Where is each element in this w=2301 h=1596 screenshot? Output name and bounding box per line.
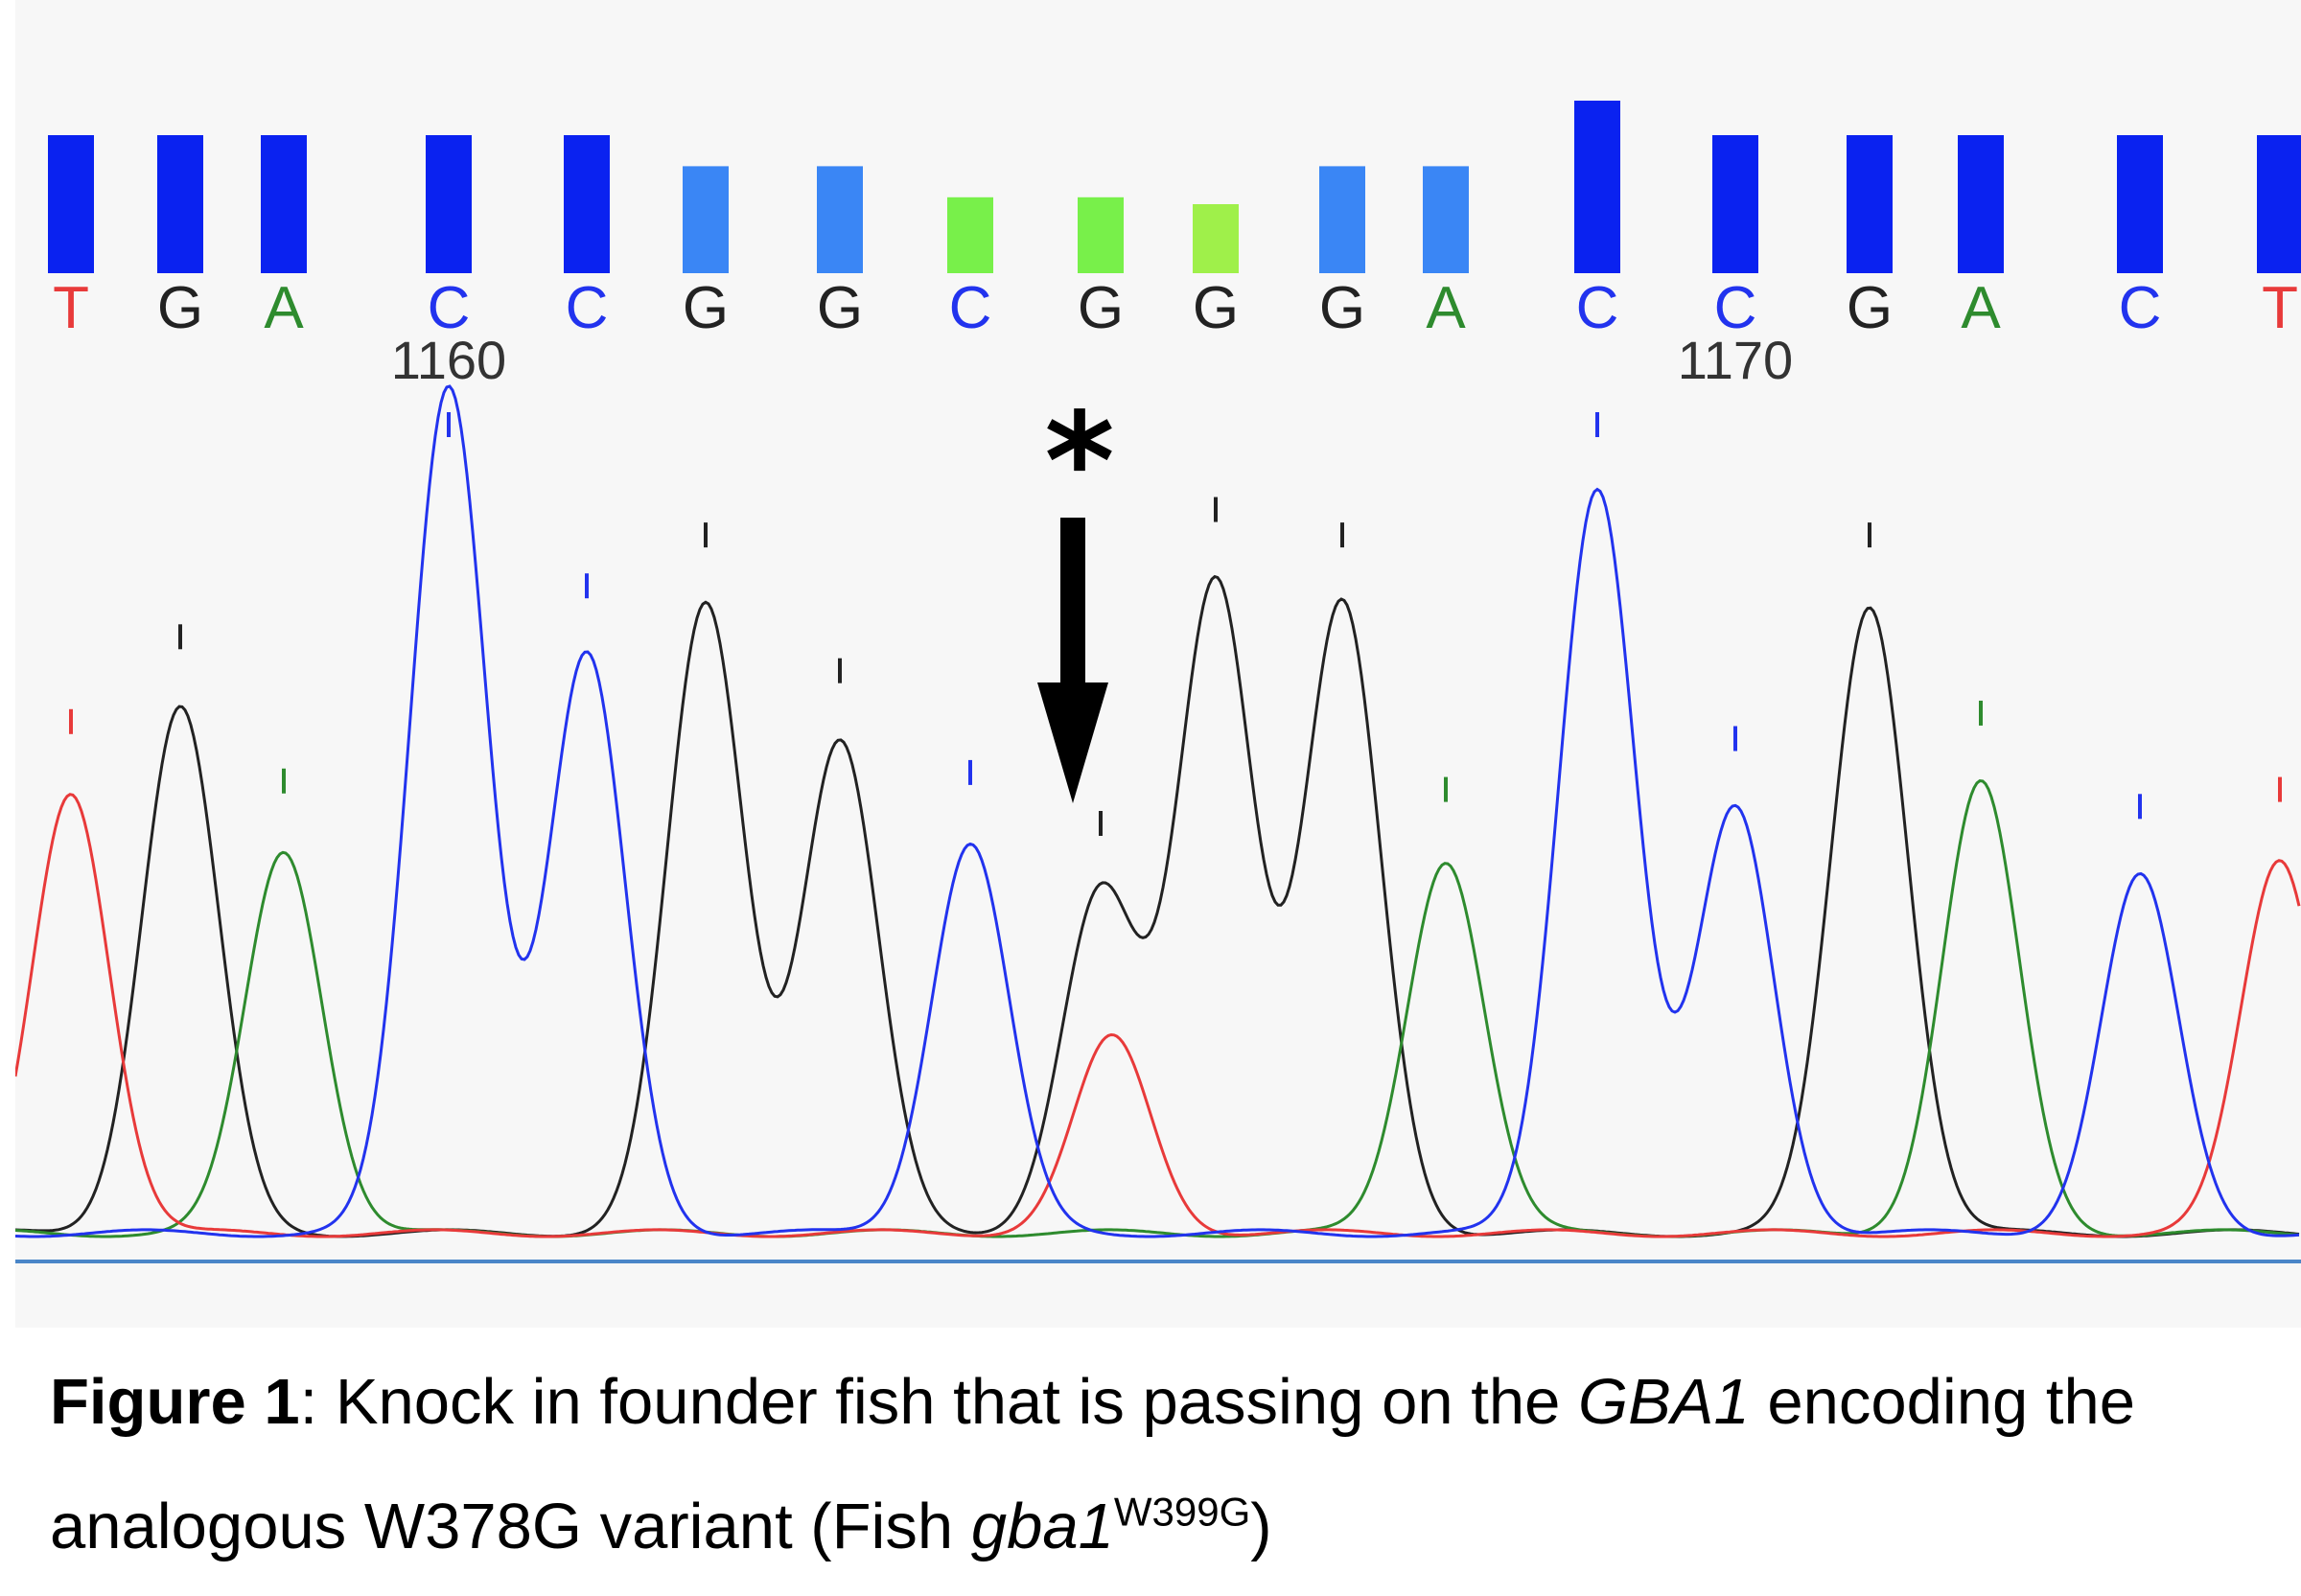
caption-text-3: ) bbox=[1250, 1491, 1272, 1562]
trace-C bbox=[15, 384, 2300, 1238]
trace-A bbox=[15, 779, 2300, 1238]
caption-text-1: : Knock in founder fish that is passing … bbox=[299, 1366, 1578, 1438]
caption-superscript: W399G bbox=[1113, 1489, 1251, 1535]
quality-bar bbox=[564, 135, 610, 273]
caption-label: Figure 1 bbox=[50, 1366, 300, 1438]
caption-fish-gene: gba1 bbox=[970, 1491, 1114, 1562]
quality-bar bbox=[1319, 166, 1365, 273]
quality-bars bbox=[48, 101, 2301, 273]
base-call-label: G bbox=[1078, 275, 1124, 341]
base-call-label: C bbox=[1576, 275, 1619, 341]
quality-bar bbox=[1574, 101, 1620, 273]
quality-bar bbox=[1712, 135, 1758, 273]
base-call-label: T bbox=[53, 275, 89, 341]
base-call-label: C bbox=[566, 275, 609, 341]
base-call-label: C bbox=[2119, 275, 2162, 341]
base-call-label: G bbox=[1193, 275, 1239, 341]
variant-annotation: * bbox=[1037, 384, 1115, 803]
quality-bar bbox=[2117, 135, 2163, 273]
base-call-label: C bbox=[428, 275, 471, 341]
base-call-label: G bbox=[683, 275, 729, 341]
quality-bar bbox=[1078, 197, 1124, 273]
base-call-label: G bbox=[817, 275, 863, 341]
quality-bar bbox=[1193, 204, 1239, 273]
arrow-shaft bbox=[1060, 518, 1085, 690]
position-labels: 1160 1170 bbox=[391, 330, 1793, 390]
base-call-label: G bbox=[157, 275, 203, 341]
arrow-head bbox=[1037, 682, 1108, 803]
base-call-label: A bbox=[1961, 275, 2001, 341]
caption-gene: GBA1 bbox=[1577, 1366, 1750, 1438]
caption-text-2: encoding the analogous W378G variant (Fi… bbox=[50, 1366, 2136, 1562]
traces bbox=[15, 384, 2301, 1238]
position-label: 1170 bbox=[1678, 330, 1793, 390]
quality-bar bbox=[48, 135, 94, 273]
quality-bar bbox=[261, 135, 307, 273]
quality-bar bbox=[426, 135, 472, 273]
base-call-label: A bbox=[1426, 275, 1466, 341]
peak-ticks bbox=[69, 412, 2282, 836]
position-label: 1160 bbox=[391, 330, 506, 390]
quality-bar bbox=[157, 135, 203, 273]
quality-bar bbox=[1958, 135, 2004, 273]
base-call-label: C bbox=[949, 275, 992, 341]
figure-caption: Figure 1: Knock in founder fish that is … bbox=[50, 1340, 2274, 1589]
trace-T bbox=[15, 793, 2301, 1238]
quality-bar bbox=[817, 166, 863, 273]
quality-bar bbox=[1423, 166, 1469, 273]
quality-bar bbox=[1847, 135, 1893, 273]
base-call-label: G bbox=[1319, 275, 1365, 341]
base-call-label: C bbox=[1714, 275, 1757, 341]
base-call-label: A bbox=[264, 275, 304, 341]
base-call-label: T bbox=[2262, 275, 2298, 341]
quality-bar bbox=[2257, 135, 2301, 273]
quality-bar bbox=[683, 166, 729, 273]
variant-asterisk: * bbox=[1044, 384, 1114, 541]
base-call-label: G bbox=[1847, 275, 1893, 341]
quality-bar bbox=[947, 197, 993, 273]
